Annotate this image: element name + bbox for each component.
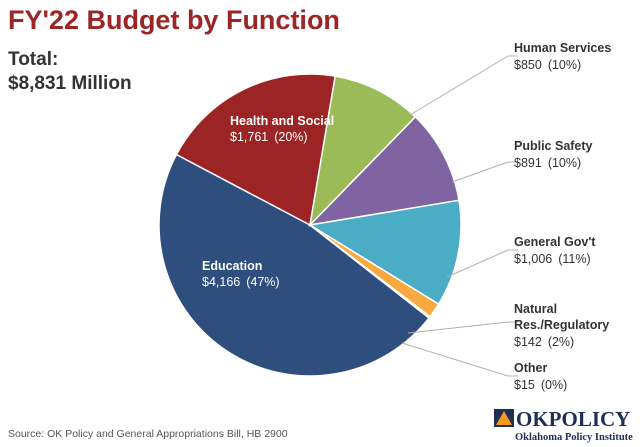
pie-slices <box>158 73 462 377</box>
leader-public-safety <box>451 161 518 183</box>
chart-title: FY'22 Budget by Function <box>8 5 340 35</box>
label-natural-res-name-line2: Res./Regulatory <box>514 318 609 332</box>
label-public-safety-name: Public Safety <box>514 139 593 153</box>
label-public-safety-amount: $891 (10%) <box>514 156 581 170</box>
label-human-services-amount: $850 (10%) <box>514 58 581 72</box>
slice-health-social <box>175 73 337 227</box>
source-note: Source: OK Policy and General Appropriat… <box>8 428 288 440</box>
label-natural-res-name-line1: Natural <box>514 302 557 316</box>
label-general-govt-amount: $1,006 (11%) <box>514 252 591 266</box>
label-human-services-name: Human Services <box>514 41 611 55</box>
label-natural-res-amount: $142 (2%) <box>514 335 574 349</box>
total-label: Total: <box>8 49 58 70</box>
leader-natural-res <box>407 321 518 334</box>
logo-subtitle: Oklahoma Policy Institute <box>515 432 633 443</box>
label-health-social-name: Health and Social <box>230 114 334 128</box>
slice-public-safety <box>307 115 460 227</box>
label-education-name: Education <box>202 259 262 273</box>
leader-general-govt <box>446 249 518 278</box>
leader-lines <box>401 55 518 377</box>
label-general-govt-name: General Gov't <box>514 235 596 249</box>
leader-other <box>401 342 518 377</box>
label-other-amount: $15 (0%) <box>514 378 567 392</box>
logo-text: OKPOLICY <box>516 407 630 431</box>
label-health-social-amount: $1,761 (20%) <box>230 130 308 144</box>
slice-human-services <box>308 75 417 228</box>
slice-education <box>158 153 431 377</box>
slice-other <box>309 224 432 320</box>
total-value: $8,831 Million <box>8 73 132 94</box>
slice-general-govt <box>307 199 462 306</box>
label-other-name: Other <box>514 361 547 375</box>
okpolicy-logo: OKPOLICY Oklahoma Policy Institute <box>494 407 633 443</box>
label-education-amount: $4,166 (47%) <box>202 275 280 289</box>
leader-human-services <box>409 55 518 116</box>
logo-sun-icon <box>496 411 512 425</box>
